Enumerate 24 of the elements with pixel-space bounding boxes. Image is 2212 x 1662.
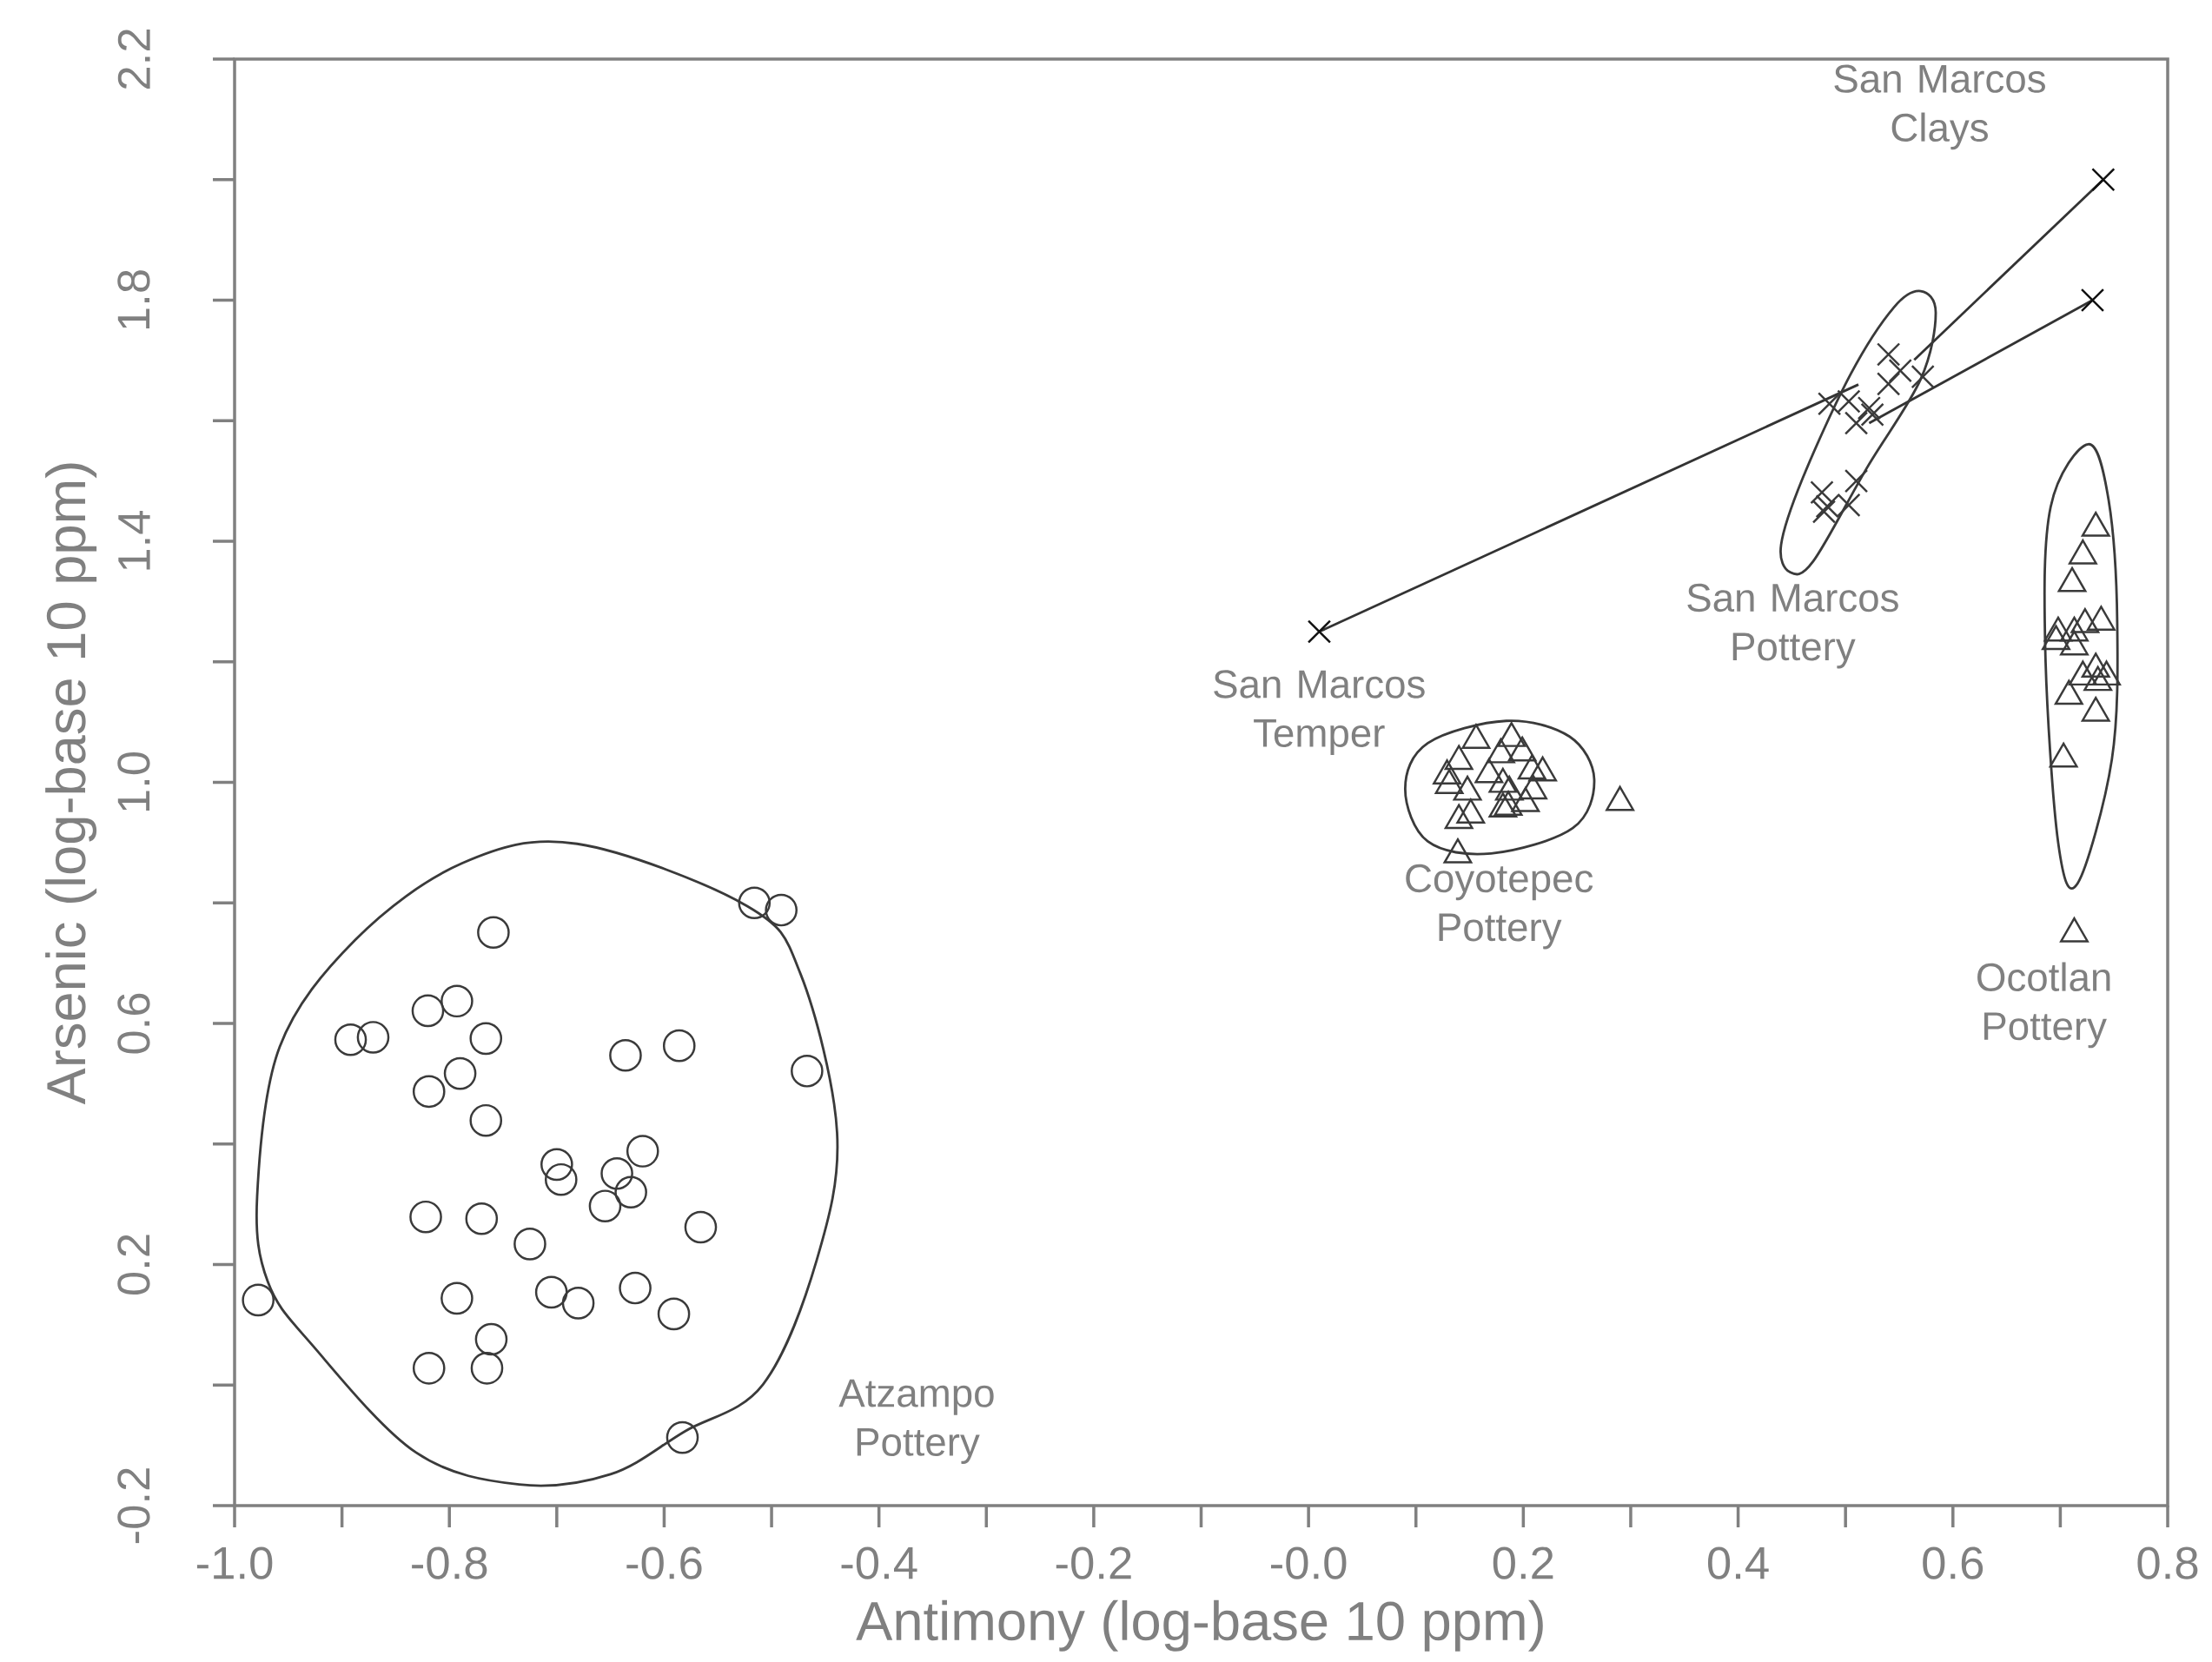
x-tick-label: 0.8 <box>2137 1546 2198 1579</box>
annotation: San Marcos Pottery <box>1687 583 1898 669</box>
annotation: San Marcos Temper <box>1214 670 1425 755</box>
annotation: Ocotlan Pottery <box>1977 962 2110 1049</box>
x-tick-label: -0.2 <box>1056 1546 1131 1579</box>
annotation: San Marcos Clays <box>1834 64 2045 150</box>
x-tick-label: -0.8 <box>412 1546 487 1579</box>
y-tick-label: 1.4 <box>118 510 150 570</box>
x-tick-label: 0.2 <box>1493 1546 1553 1579</box>
y-axis-title: Arsenic (log-base 10 ppm) <box>45 463 97 1105</box>
x-tick-label: 0.4 <box>1707 1546 1769 1579</box>
x-axis-title: Antimony (log-base 10 ppm) <box>856 1599 1543 1652</box>
y-tick-label: 2.2 <box>117 29 150 89</box>
y-tick-label: 1.8 <box>117 270 150 329</box>
x-tick-label: -0.0 <box>1271 1546 1347 1579</box>
x-tick-label: -0.4 <box>841 1546 917 1579</box>
x-tick-label: -1.0 <box>196 1546 273 1579</box>
annotation: Coyotepec Pottery <box>1406 864 1593 950</box>
annotation: Atzampo Pottery <box>838 1379 994 1464</box>
y-tick-label: 0.6 <box>117 993 150 1054</box>
y-tick-label: 0.2 <box>117 1235 150 1295</box>
x-tick-label: -0.6 <box>626 1546 702 1579</box>
x-tick-label: 0.6 <box>1923 1546 1984 1579</box>
y-tick-label: 1.0 <box>117 752 150 811</box>
